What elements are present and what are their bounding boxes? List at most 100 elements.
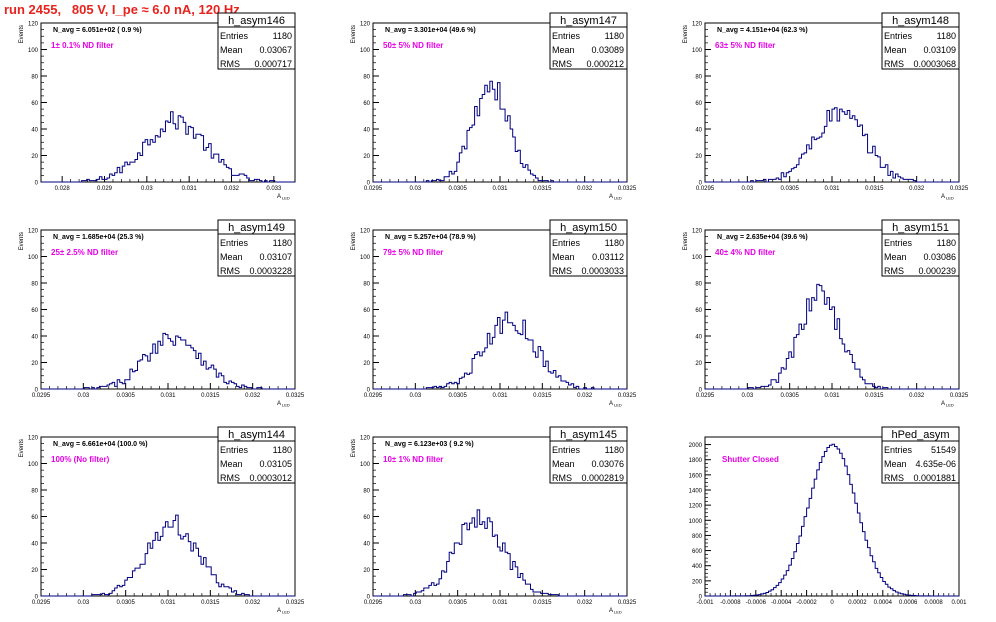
stat-label-entries: Entries <box>552 31 581 41</box>
y-tick-label: 2000 <box>689 443 703 449</box>
stat-value-entries: 1180 <box>605 238 624 248</box>
x-axis-subscript: LED <box>946 196 954 201</box>
y-tick-label: 20 <box>363 361 370 367</box>
stat-value-mean: 0.03109 <box>923 45 956 55</box>
histogram-panel-h_asym150: 0 20 40 60 80 100 120 0.0295 0.03 0.0305 0.031 0.03… <box>351 219 637 408</box>
y-tick-label: 40 <box>31 542 38 548</box>
x-axis-subscript: LED <box>282 403 290 408</box>
x-tick-label: -0.0006 <box>746 600 767 606</box>
histogram-panel-hPed_asym: 0 200 400 600 800 1000 1200 1400 1600 1800 2000 -0.… <box>689 426 967 606</box>
histogram-panel-h_asym146: 0 20 40 60 80 100 120 0.028 0.029 0.03 0.031 0.032 0… <box>19 12 296 201</box>
y-tick-label: 60 <box>31 308 38 314</box>
stat-label-mean: Mean <box>884 459 907 469</box>
y-tick-label: 0 <box>35 181 39 187</box>
x-tick-label: 0.0305 <box>780 186 799 192</box>
histogram-series <box>41 111 295 183</box>
x-tick-label: -0.0002 <box>796 600 817 606</box>
stat-value-mean: 0.03105 <box>259 459 292 469</box>
stat-value-entries: 1180 <box>273 238 292 248</box>
y-tick-label: 0 <box>35 388 39 394</box>
stats-box <box>217 426 296 484</box>
y-tick-label: 80 <box>363 489 370 495</box>
x-tick-label: 0.0315 <box>533 186 552 192</box>
navg-annotation: N_avg = 6.123e+03 ( 9.2 %) <box>385 441 474 448</box>
stat-label-rms: RMS <box>884 266 904 276</box>
histogram-series <box>705 107 959 183</box>
y-tick-label: 0 <box>367 388 371 394</box>
stat-label-entries: Entries <box>884 31 913 41</box>
histogram-name: h_asym145 <box>560 429 617 441</box>
stat-value-rms: 0.0003228 <box>249 266 292 276</box>
x-axis-title: ALED <box>277 401 290 408</box>
y-tick-label: 100 <box>28 462 39 468</box>
y-tick-label: 0 <box>699 595 703 601</box>
stat-label-entries: Entries <box>220 31 249 41</box>
filter-annotation: 10± 1% ND filter <box>383 455 443 464</box>
y-tick-label: 40 <box>695 335 702 341</box>
stats-box <box>549 219 628 277</box>
y-tick-label: 1000 <box>689 519 703 525</box>
y-tick-label: 0 <box>699 181 703 187</box>
x-axis-subscript: LED <box>946 403 954 408</box>
histogram-name: h_asym146 <box>228 15 285 27</box>
stat-value-entries: 51549 <box>931 445 956 455</box>
y-tick-label: 60 <box>31 101 38 107</box>
stat-label-entries: Entries <box>884 445 913 455</box>
stat-value-mean: 0.03112 <box>592 252 624 262</box>
x-axis-subscript: LED <box>614 610 622 615</box>
y-tick-label: 120 <box>28 229 39 235</box>
x-tick-label: 0.03 <box>77 393 89 399</box>
x-axis-subscript: LED <box>614 403 622 408</box>
y-tick-label: 100 <box>360 462 371 468</box>
stat-label-rms: RMS <box>220 473 240 483</box>
y-tick-label: 400 <box>692 564 703 570</box>
x-tick-label: 0.033 <box>266 186 282 192</box>
x-axis-title: ALED <box>941 194 954 201</box>
x-axis-title: ALED <box>609 194 622 201</box>
navg-annotation: N_avg = 6.661e+04 (100.0 %) <box>53 441 148 448</box>
histogram-panel-h_asym151: 0 20 40 60 80 100 120 0.0295 0.03 0.0305 0.031 0.03… <box>683 219 969 408</box>
x-tick-label: 0.029 <box>97 186 113 192</box>
x-tick-label: 0.032 <box>245 600 261 606</box>
x-tick-label: 0.03 <box>409 186 421 192</box>
y-tick-label: 0 <box>35 595 39 601</box>
stat-label-mean: Mean <box>220 252 243 262</box>
y-tick-label: 120 <box>28 22 39 28</box>
y-axis-title: Events <box>351 25 357 43</box>
x-tick-label: 0.0295 <box>696 186 715 192</box>
histogram-panel-h_asym149: 0 20 40 60 80 100 120 0.0295 0.03 0.0305 0.031 0.03… <box>19 219 305 408</box>
stat-value-rms: 0.0003033 <box>581 266 624 276</box>
stat-label-entries: Entries <box>552 445 581 455</box>
stat-value-entries: 1180 <box>273 31 292 41</box>
y-tick-label: 60 <box>31 515 38 521</box>
stat-value-entries: 1180 <box>937 31 956 41</box>
stat-value-entries: 1180 <box>605 31 624 41</box>
x-tick-label: 0.031 <box>160 600 176 606</box>
x-tick-label: 0.001 <box>951 600 967 606</box>
stats-box <box>881 12 960 70</box>
x-tick-label: 0.032 <box>245 393 261 399</box>
histogram-name: h_asym148 <box>892 15 949 27</box>
x-axis-title: ALED <box>277 608 290 615</box>
stat-value-mean: 0.03067 <box>259 45 292 55</box>
histogram-panel-h_asym145: 0 20 40 60 80 100 120 0.0295 0.03 0.0305 0.031 0.03… <box>351 426 637 615</box>
stat-label-entries: Entries <box>552 238 581 248</box>
x-tick-label: 0.03 <box>741 186 753 192</box>
x-tick-label: 0.0295 <box>32 393 51 399</box>
x-axis-title: ALED <box>609 401 622 408</box>
stat-label-rms: RMS <box>552 473 572 483</box>
y-tick-label: 20 <box>363 154 370 160</box>
x-tick-label: 0.0315 <box>533 393 552 399</box>
stat-label-mean: Mean <box>220 45 243 55</box>
y-tick-label: 1400 <box>689 489 703 495</box>
y-tick-label: 800 <box>692 534 703 540</box>
y-tick-label: 120 <box>692 229 703 235</box>
y-tick-label: 120 <box>28 436 39 442</box>
y-tick-label: 200 <box>692 579 703 585</box>
x-tick-label: 0.031 <box>492 186 508 192</box>
histogram-panel-h_asym148: 0 20 40 60 80 100 120 0.0295 0.03 0.0305 0.031 0.03… <box>683 12 969 201</box>
y-tick-label: 600 <box>692 549 703 555</box>
navg-annotation: N_avg = 4.151e+04 (62.3 %) <box>717 27 808 34</box>
stat-value-mean: 0.03089 <box>591 45 624 55</box>
x-tick-label: 0.03 <box>409 393 421 399</box>
